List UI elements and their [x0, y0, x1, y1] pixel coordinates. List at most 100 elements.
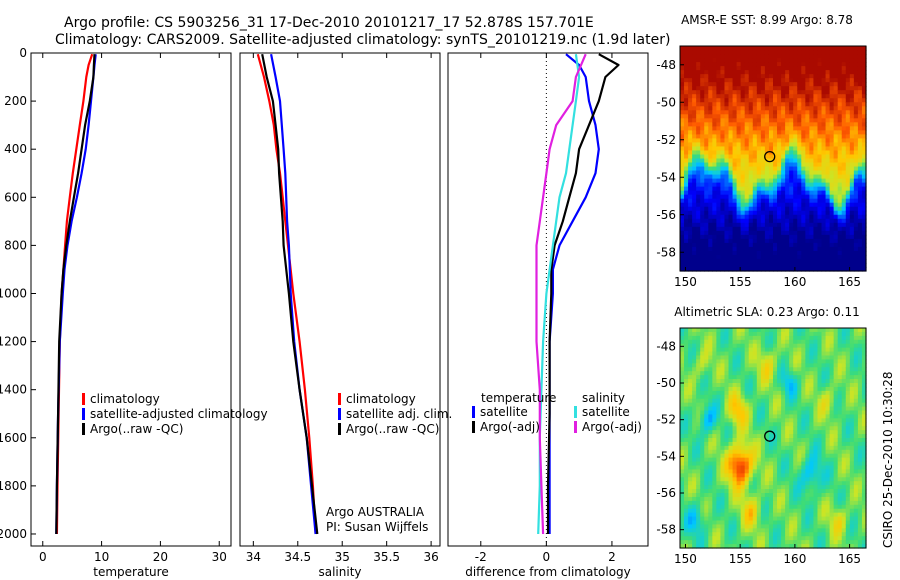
heatmap-cell: [825, 426, 831, 431]
heatmap-cell: [785, 328, 790, 333]
heatmap-cell: [712, 520, 717, 526]
heatmap-cell: [704, 540, 709, 545]
heatmap-cell: [724, 202, 730, 208]
heatmap-cell: [732, 218, 738, 224]
heatmap-cell: [736, 453, 742, 459]
heatmap-cell: [696, 430, 701, 435]
heatmap-cell: [716, 178, 722, 184]
heatmap-cell: [720, 210, 726, 216]
heatmap-cell: [813, 524, 819, 529]
heatmap-cell: [728, 367, 734, 372]
heatmap-cell: [781, 182, 786, 188]
heatmap-cell: [720, 426, 726, 431]
heatmap-cell: [696, 46, 701, 51]
heatmap-cell: [781, 174, 786, 180]
heatmap-cell: [833, 414, 839, 419]
heatmap-cell: [841, 118, 847, 123]
heatmap-cell: [833, 485, 839, 490]
heatmap-cell: [752, 194, 758, 200]
heatmap-cell: [857, 130, 863, 135]
heatmap-cell: [692, 234, 697, 240]
heatmap-cell: [744, 481, 750, 486]
heatmap-cell: [720, 266, 726, 272]
heatmap-cell: [704, 481, 709, 486]
heatmap-cell: [813, 469, 819, 474]
heatmap-cell: [829, 328, 835, 333]
map-x-tick-label: 165: [838, 275, 861, 289]
heatmap-cell: [736, 375, 742, 380]
heatmap-cell: [704, 335, 709, 341]
heatmap-cell: [817, 78, 823, 83]
heatmap-cell: [740, 343, 746, 349]
heatmap-cell: [837, 98, 843, 103]
heatmap-cell: [849, 150, 855, 156]
heatmap-cell: [740, 266, 746, 272]
heatmap-cell: [805, 355, 810, 361]
heatmap-cell: [696, 202, 701, 208]
heatmap-cell: [740, 512, 746, 518]
heatmap-cell: [704, 158, 709, 164]
heatmap-cell: [833, 122, 839, 127]
heatmap-cell: [700, 110, 705, 115]
heatmap-cell: [732, 383, 738, 388]
heatmap-cell: [833, 126, 839, 131]
heatmap-cell: [773, 258, 778, 264]
heatmap-cell: [720, 118, 726, 123]
heatmap-cell: [752, 339, 758, 345]
heatmap-cell: [680, 359, 685, 364]
heatmap-cell: [809, 512, 815, 518]
heatmap-cell: [692, 520, 697, 526]
heatmap-cell: [833, 234, 839, 240]
heatmap-cell: [861, 170, 867, 176]
heatmap-cell: [688, 394, 693, 400]
heatmap-cell: [841, 335, 847, 341]
heatmap-cell: [704, 246, 709, 252]
heatmap-cell: [692, 254, 697, 260]
heatmap-cell: [732, 222, 738, 228]
heatmap-cell: [692, 126, 697, 131]
heatmap-cell: [857, 262, 863, 268]
heatmap-cell: [756, 86, 762, 91]
heatmap-cell: [680, 70, 685, 75]
heatmap-cell: [768, 524, 774, 529]
heatmap-cell: [716, 198, 722, 204]
heatmap-cell: [700, 331, 705, 337]
heatmap-cell: [861, 146, 867, 152]
heatmap-cell: [837, 504, 843, 510]
heatmap-cell: [785, 214, 790, 220]
heatmap-cell: [732, 90, 738, 95]
heatmap-cell: [777, 234, 782, 240]
heatmap-cell: [781, 86, 786, 91]
heatmap-cell: [744, 126, 750, 131]
heatmap-cell: [744, 182, 750, 188]
heatmap-cell: [781, 481, 786, 486]
heatmap-cell: [760, 182, 766, 188]
heatmap-cell: [801, 178, 806, 184]
heatmap-cell: [688, 481, 693, 486]
heatmap-cell: [756, 500, 762, 506]
heatmap-cell: [700, 258, 705, 264]
heatmap-cell: [805, 246, 810, 252]
heatmap-cell: [688, 335, 693, 341]
heatmap-cell: [813, 449, 819, 455]
heatmap-cell: [773, 74, 778, 79]
heatmap-cell: [692, 262, 697, 268]
heatmap-cell: [837, 62, 843, 67]
heatmap-cell: [712, 174, 717, 180]
heatmap-cell: [789, 426, 794, 431]
heatmap-cell: [748, 390, 754, 396]
heatmap-cell: [716, 461, 722, 467]
heatmap-cell: [861, 82, 867, 87]
heatmap-cell: [821, 86, 827, 91]
heatmap-cell: [692, 206, 697, 212]
heatmap-cell: [805, 238, 810, 244]
heatmap-cell: [813, 222, 819, 228]
heatmap-cell: [785, 70, 790, 75]
heatmap-cell: [793, 170, 798, 176]
heatmap-cell: [720, 214, 726, 220]
heatmap-cell: [817, 414, 823, 419]
heatmap-cell: [797, 398, 802, 404]
heatmap-cell: [777, 186, 782, 192]
heatmap-cell: [736, 355, 742, 361]
heatmap-cell: [861, 142, 867, 148]
